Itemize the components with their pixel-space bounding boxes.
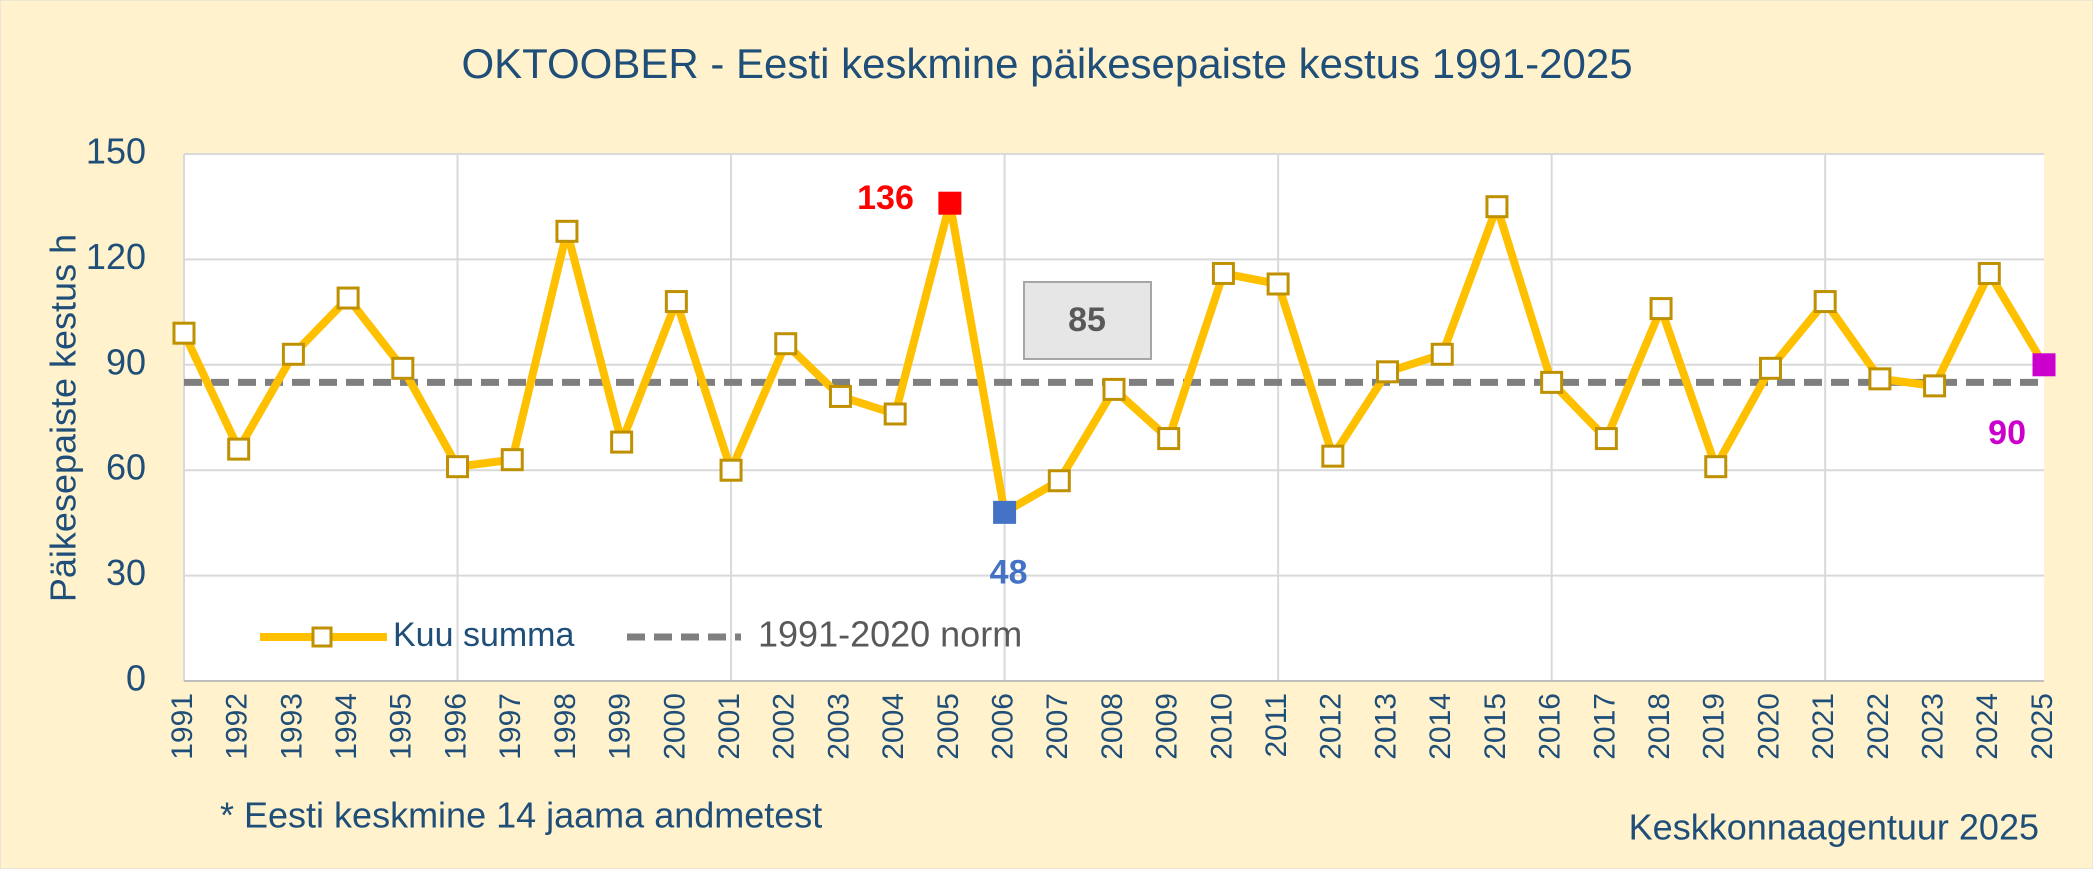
marker bbox=[1430, 342, 1454, 366]
x-tick-label: 2013 bbox=[1369, 693, 1402, 760]
x-tick-label: 2017 bbox=[1588, 693, 1621, 760]
x-tick-label: 2024 bbox=[1971, 693, 2004, 760]
marker bbox=[1704, 455, 1728, 479]
legend-label: 1991-2020 norm bbox=[758, 614, 1022, 655]
y-tick-label: 60 bbox=[106, 447, 146, 488]
marker bbox=[172, 321, 196, 345]
x-tick-label: 2018 bbox=[1643, 693, 1676, 760]
data-label: 48 bbox=[990, 553, 1028, 591]
marker bbox=[1540, 370, 1564, 394]
footnote: * Eesti keskmine 14 jaama andmetest bbox=[220, 795, 822, 836]
marker bbox=[1868, 367, 1892, 391]
norm-label: 85 bbox=[1068, 301, 1106, 339]
plot-area bbox=[184, 154, 2044, 681]
marker bbox=[993, 500, 1017, 524]
x-tick-label: 1998 bbox=[549, 693, 582, 760]
source: Keskkonnaagentuur 2025 bbox=[1629, 807, 2039, 848]
x-tick-label: 2009 bbox=[1151, 693, 1184, 760]
x-tick-label: 1995 bbox=[385, 693, 418, 760]
x-tick-label: 1996 bbox=[439, 693, 472, 760]
x-tick-label: 1994 bbox=[330, 693, 363, 760]
x-tick-label: 2010 bbox=[1205, 693, 1238, 760]
x-tick-label: 2003 bbox=[822, 693, 855, 760]
marker bbox=[938, 191, 962, 215]
marker bbox=[1157, 427, 1181, 451]
y-tick-label: 90 bbox=[106, 341, 146, 382]
marker bbox=[500, 448, 524, 472]
marker bbox=[883, 402, 907, 426]
marker bbox=[1977, 261, 2001, 285]
marker bbox=[1649, 297, 1673, 321]
y-tick-label: 30 bbox=[106, 552, 146, 593]
marker bbox=[1211, 261, 1235, 285]
marker bbox=[1594, 427, 1618, 451]
data-label: 136 bbox=[857, 179, 914, 217]
norm-label-box bbox=[1023, 281, 1152, 360]
x-tick-label: 2014 bbox=[1424, 693, 1457, 760]
x-tick-label: 2000 bbox=[658, 693, 691, 760]
x-tick-label: 2005 bbox=[932, 693, 965, 760]
x-tick-label: 2001 bbox=[713, 693, 746, 760]
y-tick-label: 0 bbox=[126, 658, 146, 699]
marker bbox=[610, 430, 634, 454]
x-tick-label: 1991 bbox=[166, 693, 199, 760]
marker bbox=[664, 290, 688, 314]
marker bbox=[828, 384, 852, 408]
marker bbox=[1376, 360, 1400, 384]
marker bbox=[446, 455, 470, 479]
marker bbox=[1758, 356, 1782, 380]
marker bbox=[2032, 353, 2056, 377]
x-tick-label: 2008 bbox=[1096, 693, 1129, 760]
x-tick-label: 2012 bbox=[1315, 693, 1348, 760]
marker bbox=[555, 219, 579, 243]
x-tick-label: 2016 bbox=[1534, 693, 1567, 760]
x-tick-label: 2004 bbox=[877, 693, 910, 760]
marker bbox=[281, 342, 305, 366]
x-tick-label: 2015 bbox=[1479, 693, 1512, 760]
x-tick-label: 2020 bbox=[1752, 693, 1785, 760]
y-tick-label: 120 bbox=[86, 236, 146, 277]
x-tick-label: 2007 bbox=[1041, 693, 1074, 760]
x-tick-label: 2006 bbox=[987, 693, 1020, 760]
marker bbox=[391, 356, 415, 380]
x-tick-label: 2023 bbox=[1917, 693, 1950, 760]
marker bbox=[1923, 374, 1947, 398]
marker bbox=[1266, 272, 1290, 296]
marker bbox=[719, 458, 743, 482]
chart-title: OKTOOBER - Eesti keskmine päikesepaiste … bbox=[461, 40, 1632, 87]
legend-label: Kuu summa bbox=[393, 616, 574, 654]
marker bbox=[1321, 444, 1345, 468]
x-tick-label: 1997 bbox=[494, 693, 527, 760]
marker bbox=[1813, 290, 1837, 314]
x-tick-label: 1999 bbox=[604, 693, 637, 760]
x-tick-label: 2021 bbox=[1807, 693, 1840, 760]
marker bbox=[336, 286, 360, 310]
y-axis-label: Päikesepaiste kestus h bbox=[43, 234, 84, 602]
x-tick-label: 1993 bbox=[275, 693, 308, 760]
marker bbox=[227, 437, 251, 461]
y-tick-label: 150 bbox=[86, 131, 146, 172]
legend-marker bbox=[311, 626, 333, 648]
x-tick-label: 2019 bbox=[1698, 693, 1731, 760]
marker bbox=[1047, 469, 1071, 493]
data-label: 90 bbox=[1988, 414, 2026, 452]
marker bbox=[774, 332, 798, 356]
marker bbox=[1485, 195, 1509, 219]
marker bbox=[1102, 377, 1126, 401]
x-tick-label: 1992 bbox=[221, 693, 254, 760]
x-tick-label: 2022 bbox=[1862, 693, 1895, 760]
x-tick-label: 2025 bbox=[2026, 693, 2059, 760]
x-tick-label: 2002 bbox=[768, 693, 801, 760]
x-tick-label: 2011 bbox=[1260, 693, 1293, 758]
